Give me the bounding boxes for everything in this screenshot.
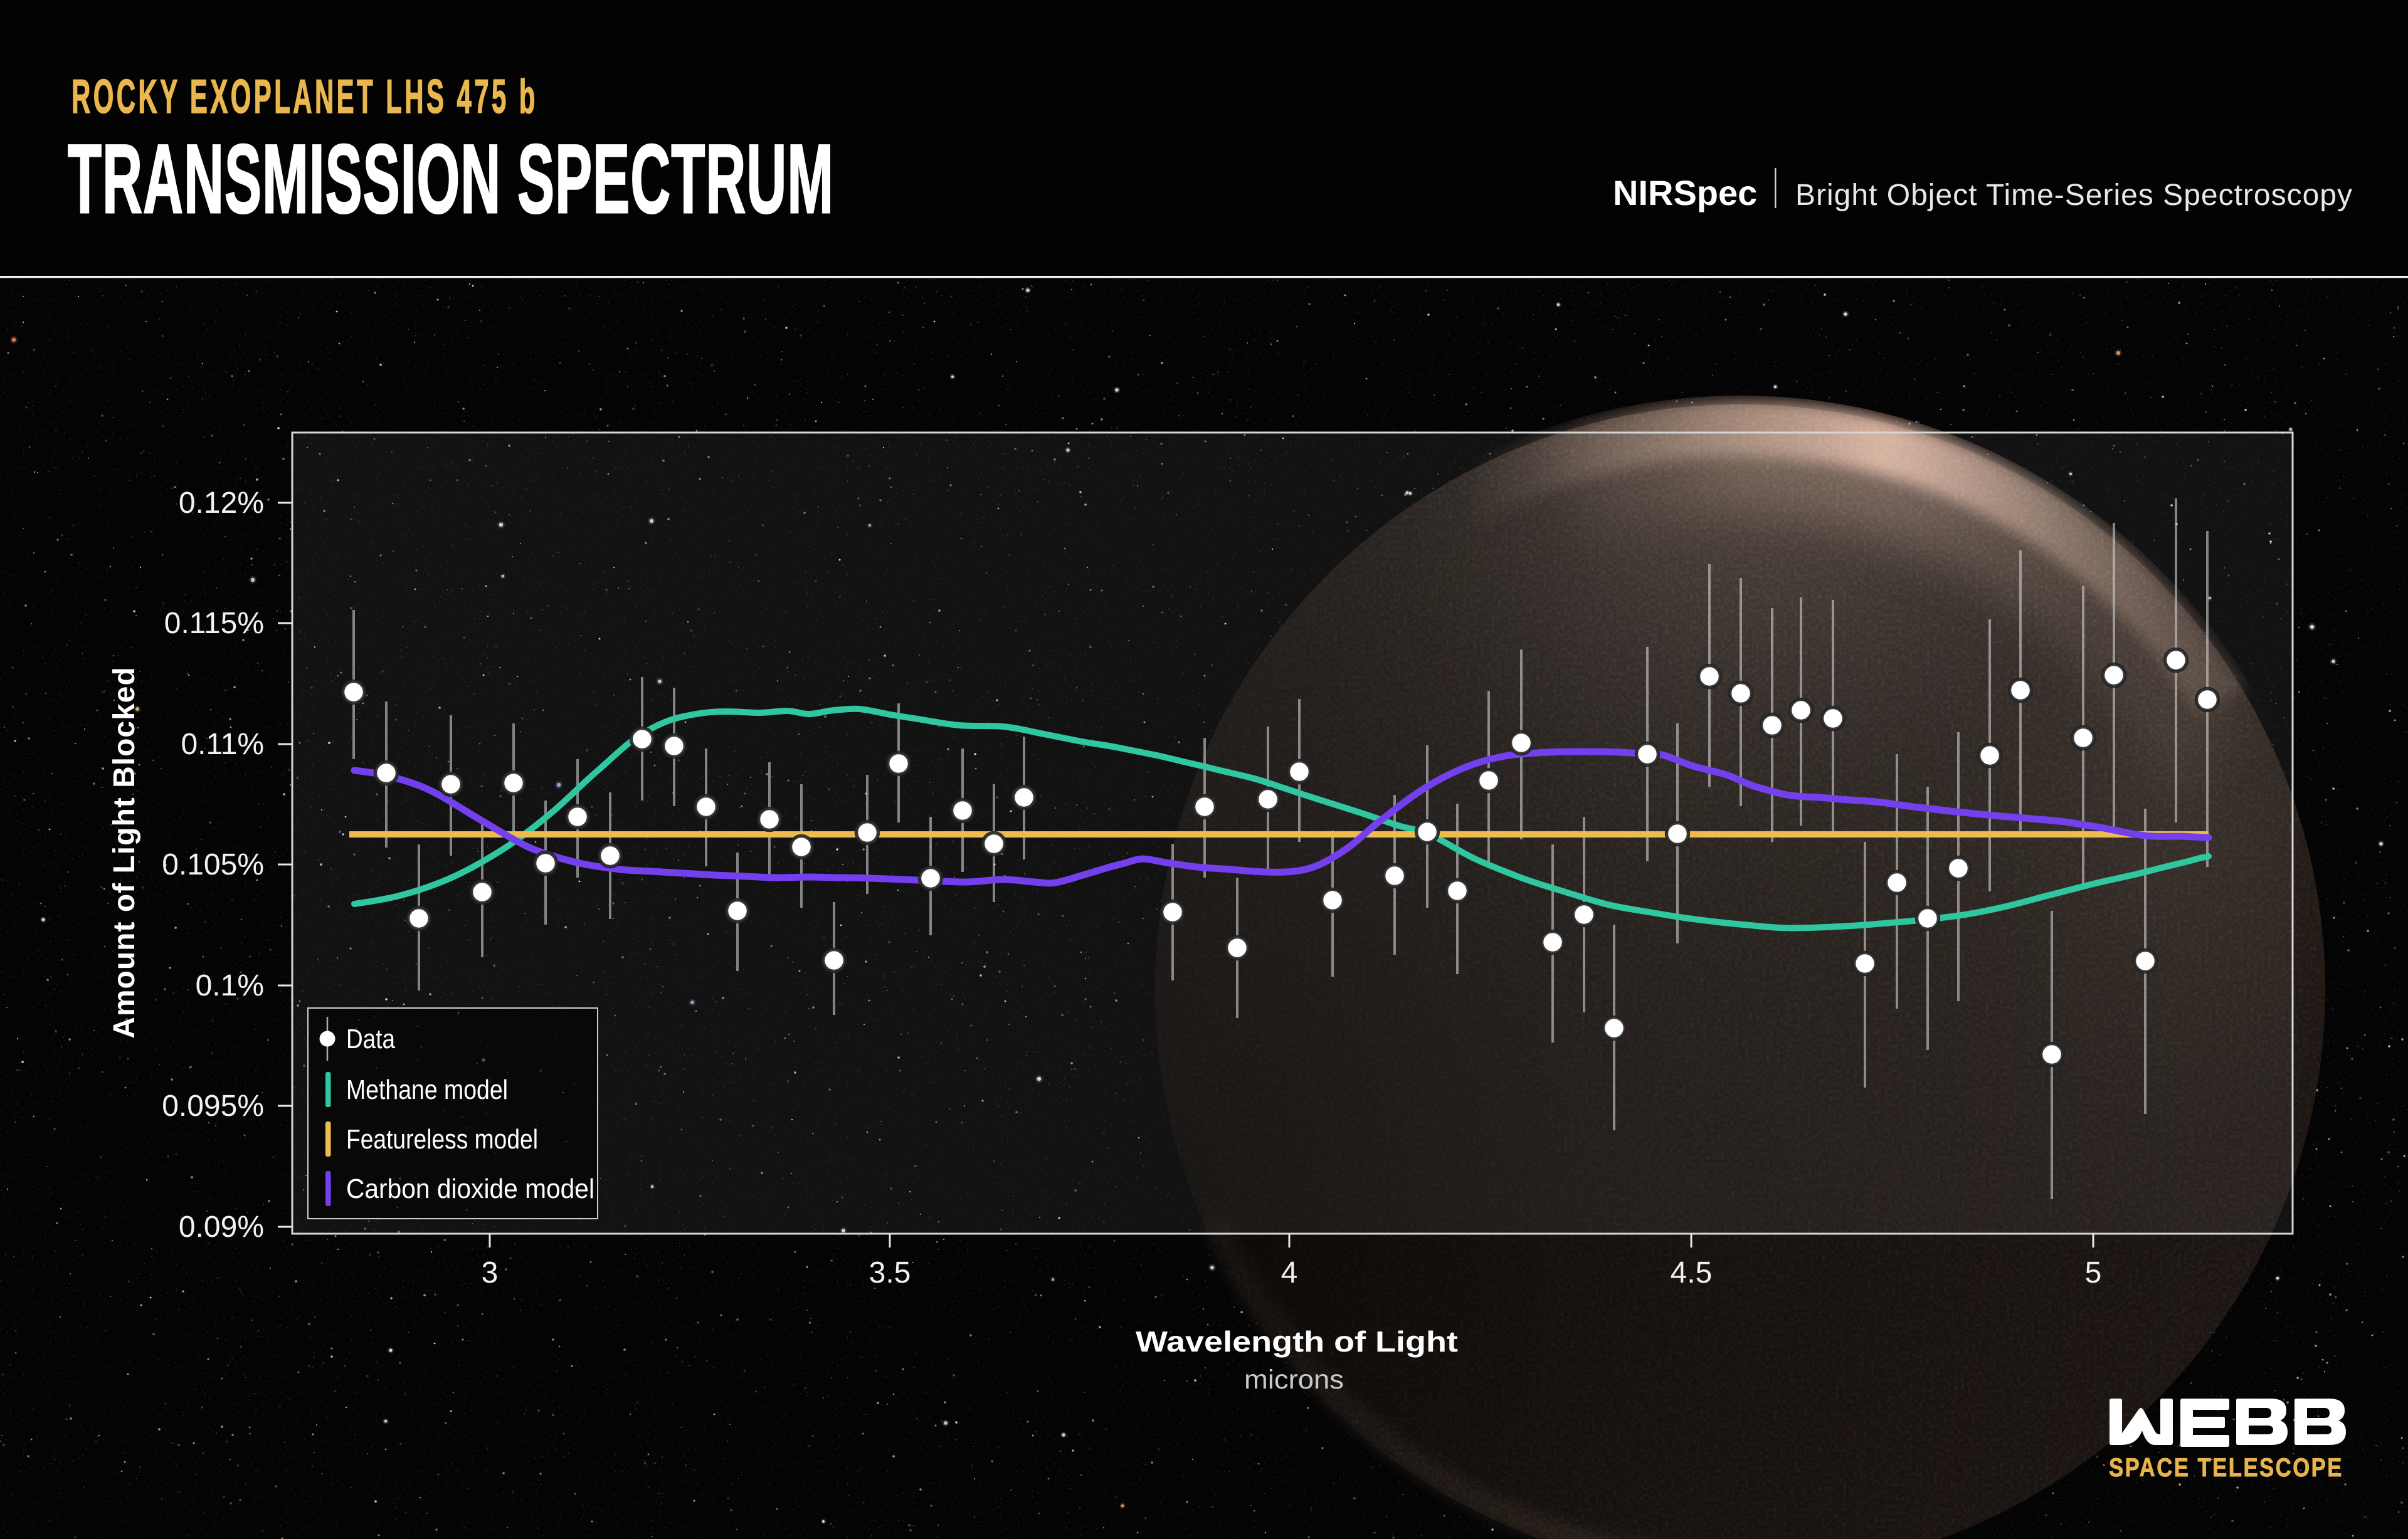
svg-text:Wavelength of Light: Wavelength of Light [1136, 1325, 1458, 1358]
svg-text:ROCKY EXOPLANET LHS 475 b: ROCKY EXOPLANET LHS 475 b [71, 70, 538, 123]
svg-text:5: 5 [2085, 1256, 2102, 1290]
svg-text:Carbon dioxide model: Carbon dioxide model [346, 1174, 594, 1204]
svg-text:0.11%: 0.11% [181, 728, 264, 761]
svg-text:0.115%: 0.115% [164, 607, 264, 640]
svg-text:3: 3 [482, 1256, 499, 1290]
svg-text:Bright Object Time-Series Spec: Bright Object Time-Series Spectroscopy [1795, 179, 2353, 212]
svg-text:Methane model: Methane model [346, 1074, 508, 1105]
svg-text:TRANSMISSION SPECTRUM: TRANSMISSION SPECTRUM [68, 124, 834, 234]
svg-text:4: 4 [1281, 1256, 1298, 1290]
svg-text:Featureless model: Featureless model [346, 1124, 538, 1155]
svg-text:0.105%: 0.105% [162, 848, 264, 881]
svg-text:microns: microns [1244, 1365, 1344, 1395]
svg-text:SPACE TELESCOPE: SPACE TELESCOPE [2109, 1453, 2343, 1483]
svg-text:NIRSpec: NIRSpec [1613, 173, 1757, 213]
svg-text:0.12%: 0.12% [179, 486, 264, 520]
svg-text:0.09%: 0.09% [179, 1211, 264, 1244]
svg-text:Data: Data [346, 1024, 395, 1054]
svg-text:0.1%: 0.1% [196, 969, 264, 1002]
svg-text:0.095%: 0.095% [162, 1090, 264, 1123]
svg-text:3.5: 3.5 [869, 1256, 911, 1290]
svg-text:4.5: 4.5 [1671, 1256, 1713, 1290]
svg-text:Amount of Light Blocked: Amount of Light Blocked [108, 666, 141, 1039]
